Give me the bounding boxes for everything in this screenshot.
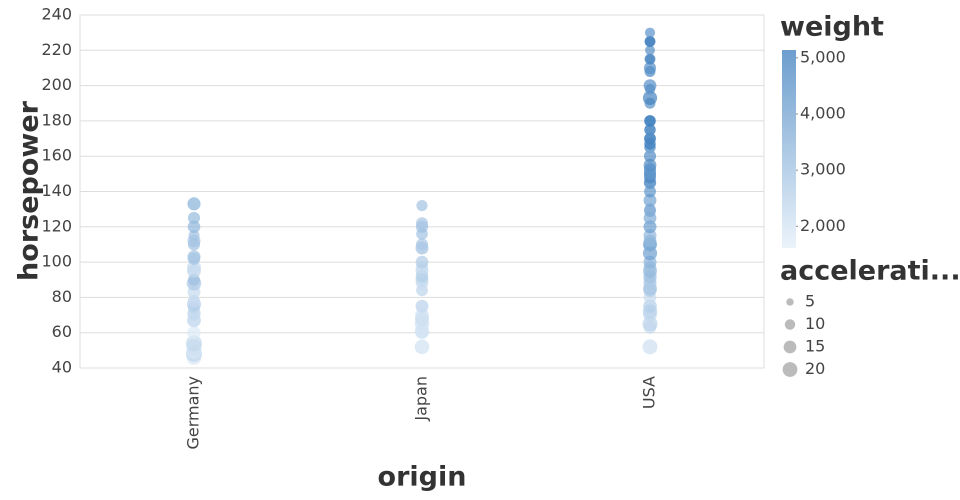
color-tick-label: 3,000 (800, 160, 846, 179)
size-symbol (783, 340, 797, 354)
color-tick-label: 4,000 (800, 103, 846, 122)
point (643, 150, 657, 163)
point (644, 132, 656, 145)
y-tick-label: 220 (41, 40, 72, 59)
color-gradient (782, 50, 796, 248)
x-tick-label: Germany (184, 376, 203, 450)
point (644, 203, 656, 215)
y-tick-label: 80 (52, 287, 72, 306)
x-axis-title: origin (378, 462, 467, 493)
point (416, 200, 428, 212)
point (644, 36, 656, 47)
y-tick-label: 100 (41, 252, 72, 271)
point (415, 217, 429, 230)
point (187, 294, 201, 308)
y-tick-label: 240 (41, 5, 72, 24)
y-tick-label: 40 (52, 358, 72, 377)
size-label: 15 (805, 337, 825, 356)
point (187, 197, 201, 211)
y-tick-label: 180 (41, 110, 72, 129)
point (644, 27, 656, 38)
point (643, 79, 657, 92)
y-tick-label: 140 (41, 181, 72, 200)
plot-frame (79, 14, 765, 369)
point (415, 299, 429, 313)
point (643, 193, 657, 207)
y-axis-title: horsepower (14, 100, 45, 281)
point (643, 158, 657, 172)
point (644, 115, 656, 127)
point (188, 230, 200, 242)
x-tick-label: USA (640, 376, 659, 409)
y-tick-label: 200 (41, 75, 72, 94)
point (187, 250, 201, 264)
point (415, 238, 429, 251)
size-label: 10 (805, 314, 825, 333)
point (414, 339, 430, 355)
color-tick-label: 2,000 (800, 216, 846, 235)
point (643, 220, 657, 234)
point (642, 90, 658, 106)
point (415, 255, 429, 269)
x-tick-label: Japan (412, 376, 431, 422)
point (186, 335, 202, 352)
size-symbol (784, 319, 796, 330)
point (642, 339, 658, 355)
point (187, 211, 201, 225)
color-tick-label: 5,000 (800, 47, 846, 66)
size-symbol (782, 362, 798, 377)
point (644, 124, 656, 136)
y-tick-label: 160 (41, 146, 72, 165)
point (643, 299, 657, 314)
point (645, 45, 655, 56)
y-tick-label: 120 (41, 216, 72, 235)
point (644, 53, 656, 65)
y-tick-label: 60 (52, 322, 72, 341)
point (187, 326, 201, 340)
point (643, 61, 657, 75)
point (187, 220, 201, 234)
point (186, 260, 202, 275)
size-label: 20 (805, 359, 825, 378)
color-legend-title: weight (780, 12, 884, 43)
point (644, 185, 656, 198)
size-label: 5 (805, 292, 815, 311)
size-legend-title: accelerati... (780, 256, 960, 287)
size-symbol (786, 298, 794, 306)
